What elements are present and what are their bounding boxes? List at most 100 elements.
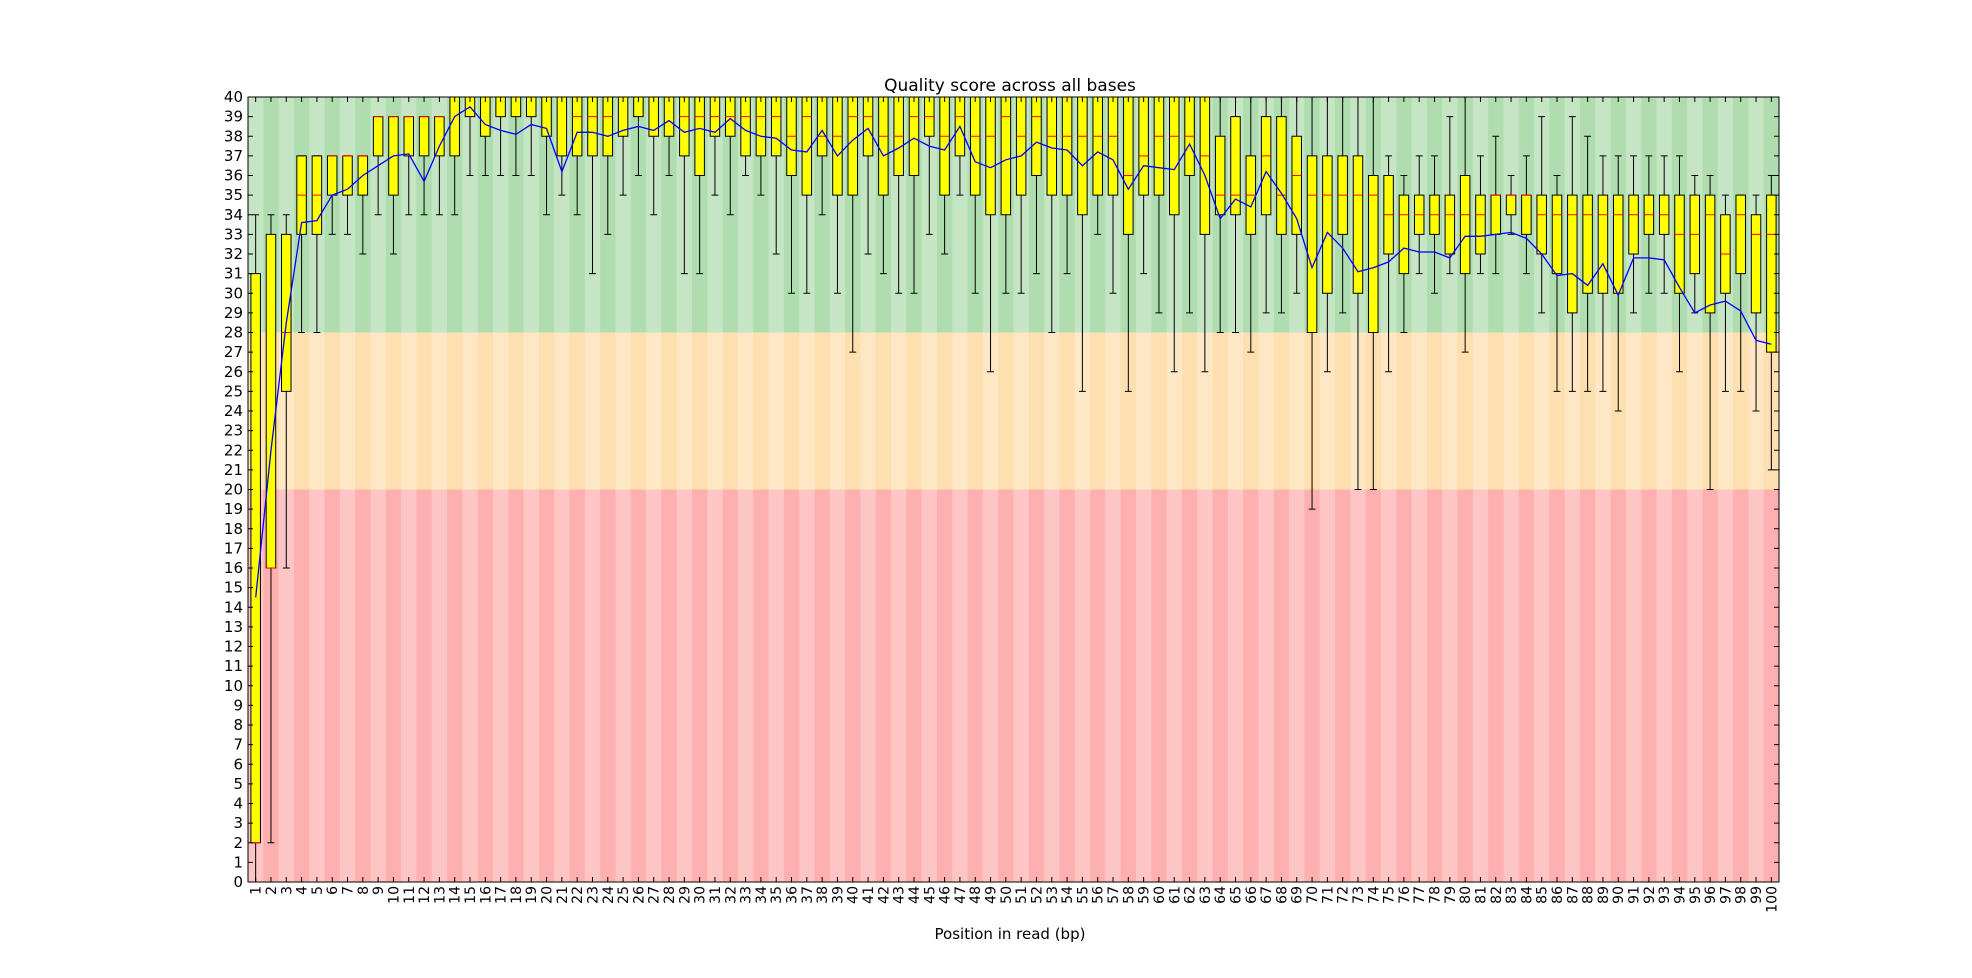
zone-band — [952, 332, 969, 490]
box — [663, 96, 675, 137]
x-tick-label: 67 — [1259, 886, 1275, 904]
zone-band — [1411, 489, 1428, 882]
x-tick-label: 28 — [662, 886, 678, 904]
x-tick-label: 39 — [830, 886, 846, 904]
zone-band — [324, 332, 341, 490]
box — [740, 96, 751, 157]
x-tick-label: 24 — [601, 886, 617, 904]
zone-band — [737, 489, 754, 882]
zone-band — [1258, 332, 1275, 490]
box — [1000, 96, 1012, 216]
x-tick-label: 12 — [417, 886, 433, 904]
box — [832, 96, 843, 196]
y-tick-label: 7 — [233, 736, 243, 754]
x-tick-label: 9 — [371, 886, 387, 895]
box — [755, 96, 767, 157]
zone-band — [1503, 332, 1520, 490]
zone-band — [401, 332, 417, 490]
box — [1490, 194, 1502, 235]
zone-band — [385, 489, 402, 882]
x-tick-label: 8 — [356, 886, 372, 895]
zone-band — [309, 489, 326, 882]
x-tick-label: 99 — [1749, 886, 1765, 904]
x-tick-label: 31 — [708, 886, 724, 904]
x-tick-label: 95 — [1688, 886, 1704, 904]
zone-band — [1549, 489, 1566, 882]
zone-band — [1442, 332, 1458, 490]
zone-band — [1028, 332, 1045, 490]
box — [1214, 135, 1226, 216]
zone-band — [982, 489, 999, 882]
box — [1750, 214, 1762, 314]
y-tick-label: 20 — [224, 481, 243, 499]
zone-band — [1074, 332, 1091, 490]
box — [1567, 194, 1578, 314]
box — [403, 116, 415, 157]
x-tick-label: 81 — [1474, 886, 1490, 904]
x-tick-label: 6 — [325, 886, 341, 895]
x-tick-label: 68 — [1274, 886, 1290, 904]
y-tick-label: 3 — [233, 814, 243, 832]
zone-band — [814, 332, 831, 490]
box — [1322, 155, 1333, 294]
zone-band — [1273, 332, 1290, 490]
mean-line — [255, 105, 1772, 598]
x-tick-label: 38 — [815, 886, 831, 904]
zone-band — [355, 332, 371, 490]
zone-band — [1319, 489, 1336, 882]
zone-band — [829, 489, 846, 882]
x-tick-label: 42 — [876, 886, 892, 904]
box — [1169, 96, 1180, 216]
zone-band — [462, 97, 479, 333]
zone-band — [370, 489, 387, 882]
x-tick-label: 96 — [1703, 886, 1719, 904]
y-tick-label: 35 — [224, 186, 243, 204]
x-tick-label: 62 — [1183, 886, 1199, 904]
y-tick-label: 21 — [224, 461, 243, 479]
x-tick-label: 60 — [1152, 886, 1168, 904]
x-tick-label: 98 — [1734, 886, 1750, 904]
zone-band — [860, 332, 877, 490]
zone-band — [615, 97, 632, 333]
zone-band — [845, 489, 861, 882]
x-tick-label: 93 — [1657, 886, 1673, 904]
zone-band — [998, 332, 1014, 490]
zone-band — [799, 332, 815, 490]
box — [694, 96, 705, 176]
x-tick-label: 61 — [1167, 886, 1183, 904]
zone-band — [584, 332, 601, 490]
zone-band — [1258, 489, 1275, 882]
x-tick-label: 97 — [1718, 886, 1734, 904]
y-tick-label: 14 — [224, 598, 243, 616]
zone-band — [1411, 332, 1428, 490]
x-tick-label: 79 — [1443, 886, 1459, 904]
zone-band — [1671, 489, 1688, 882]
zone-band — [569, 489, 586, 882]
zone-band — [477, 97, 494, 333]
zone-band — [1013, 489, 1030, 882]
zone-band — [1625, 332, 1642, 490]
zone-band — [1181, 489, 1198, 882]
y-tick-label: 37 — [224, 147, 243, 165]
y-tick-label: 12 — [224, 638, 243, 656]
zone-band — [630, 332, 647, 490]
zone-band — [1181, 332, 1198, 490]
box — [1077, 96, 1088, 216]
x-tick-label: 58 — [1121, 886, 1137, 904]
x-tick-label: 17 — [494, 886, 510, 904]
zone-band — [293, 489, 310, 882]
box — [1092, 96, 1103, 196]
whiskers — [252, 96, 1775, 883]
zone-band — [1212, 489, 1229, 882]
box — [1352, 155, 1364, 294]
zone-band — [492, 97, 509, 333]
zone-band — [814, 489, 831, 882]
zone-band — [1105, 332, 1122, 490]
zone-band — [1687, 332, 1703, 490]
zone-band — [1595, 332, 1612, 490]
x-tick-label: 51 — [1014, 886, 1030, 904]
box — [326, 155, 338, 196]
y-tick-label: 22 — [224, 441, 243, 459]
zone-band — [1105, 489, 1122, 882]
